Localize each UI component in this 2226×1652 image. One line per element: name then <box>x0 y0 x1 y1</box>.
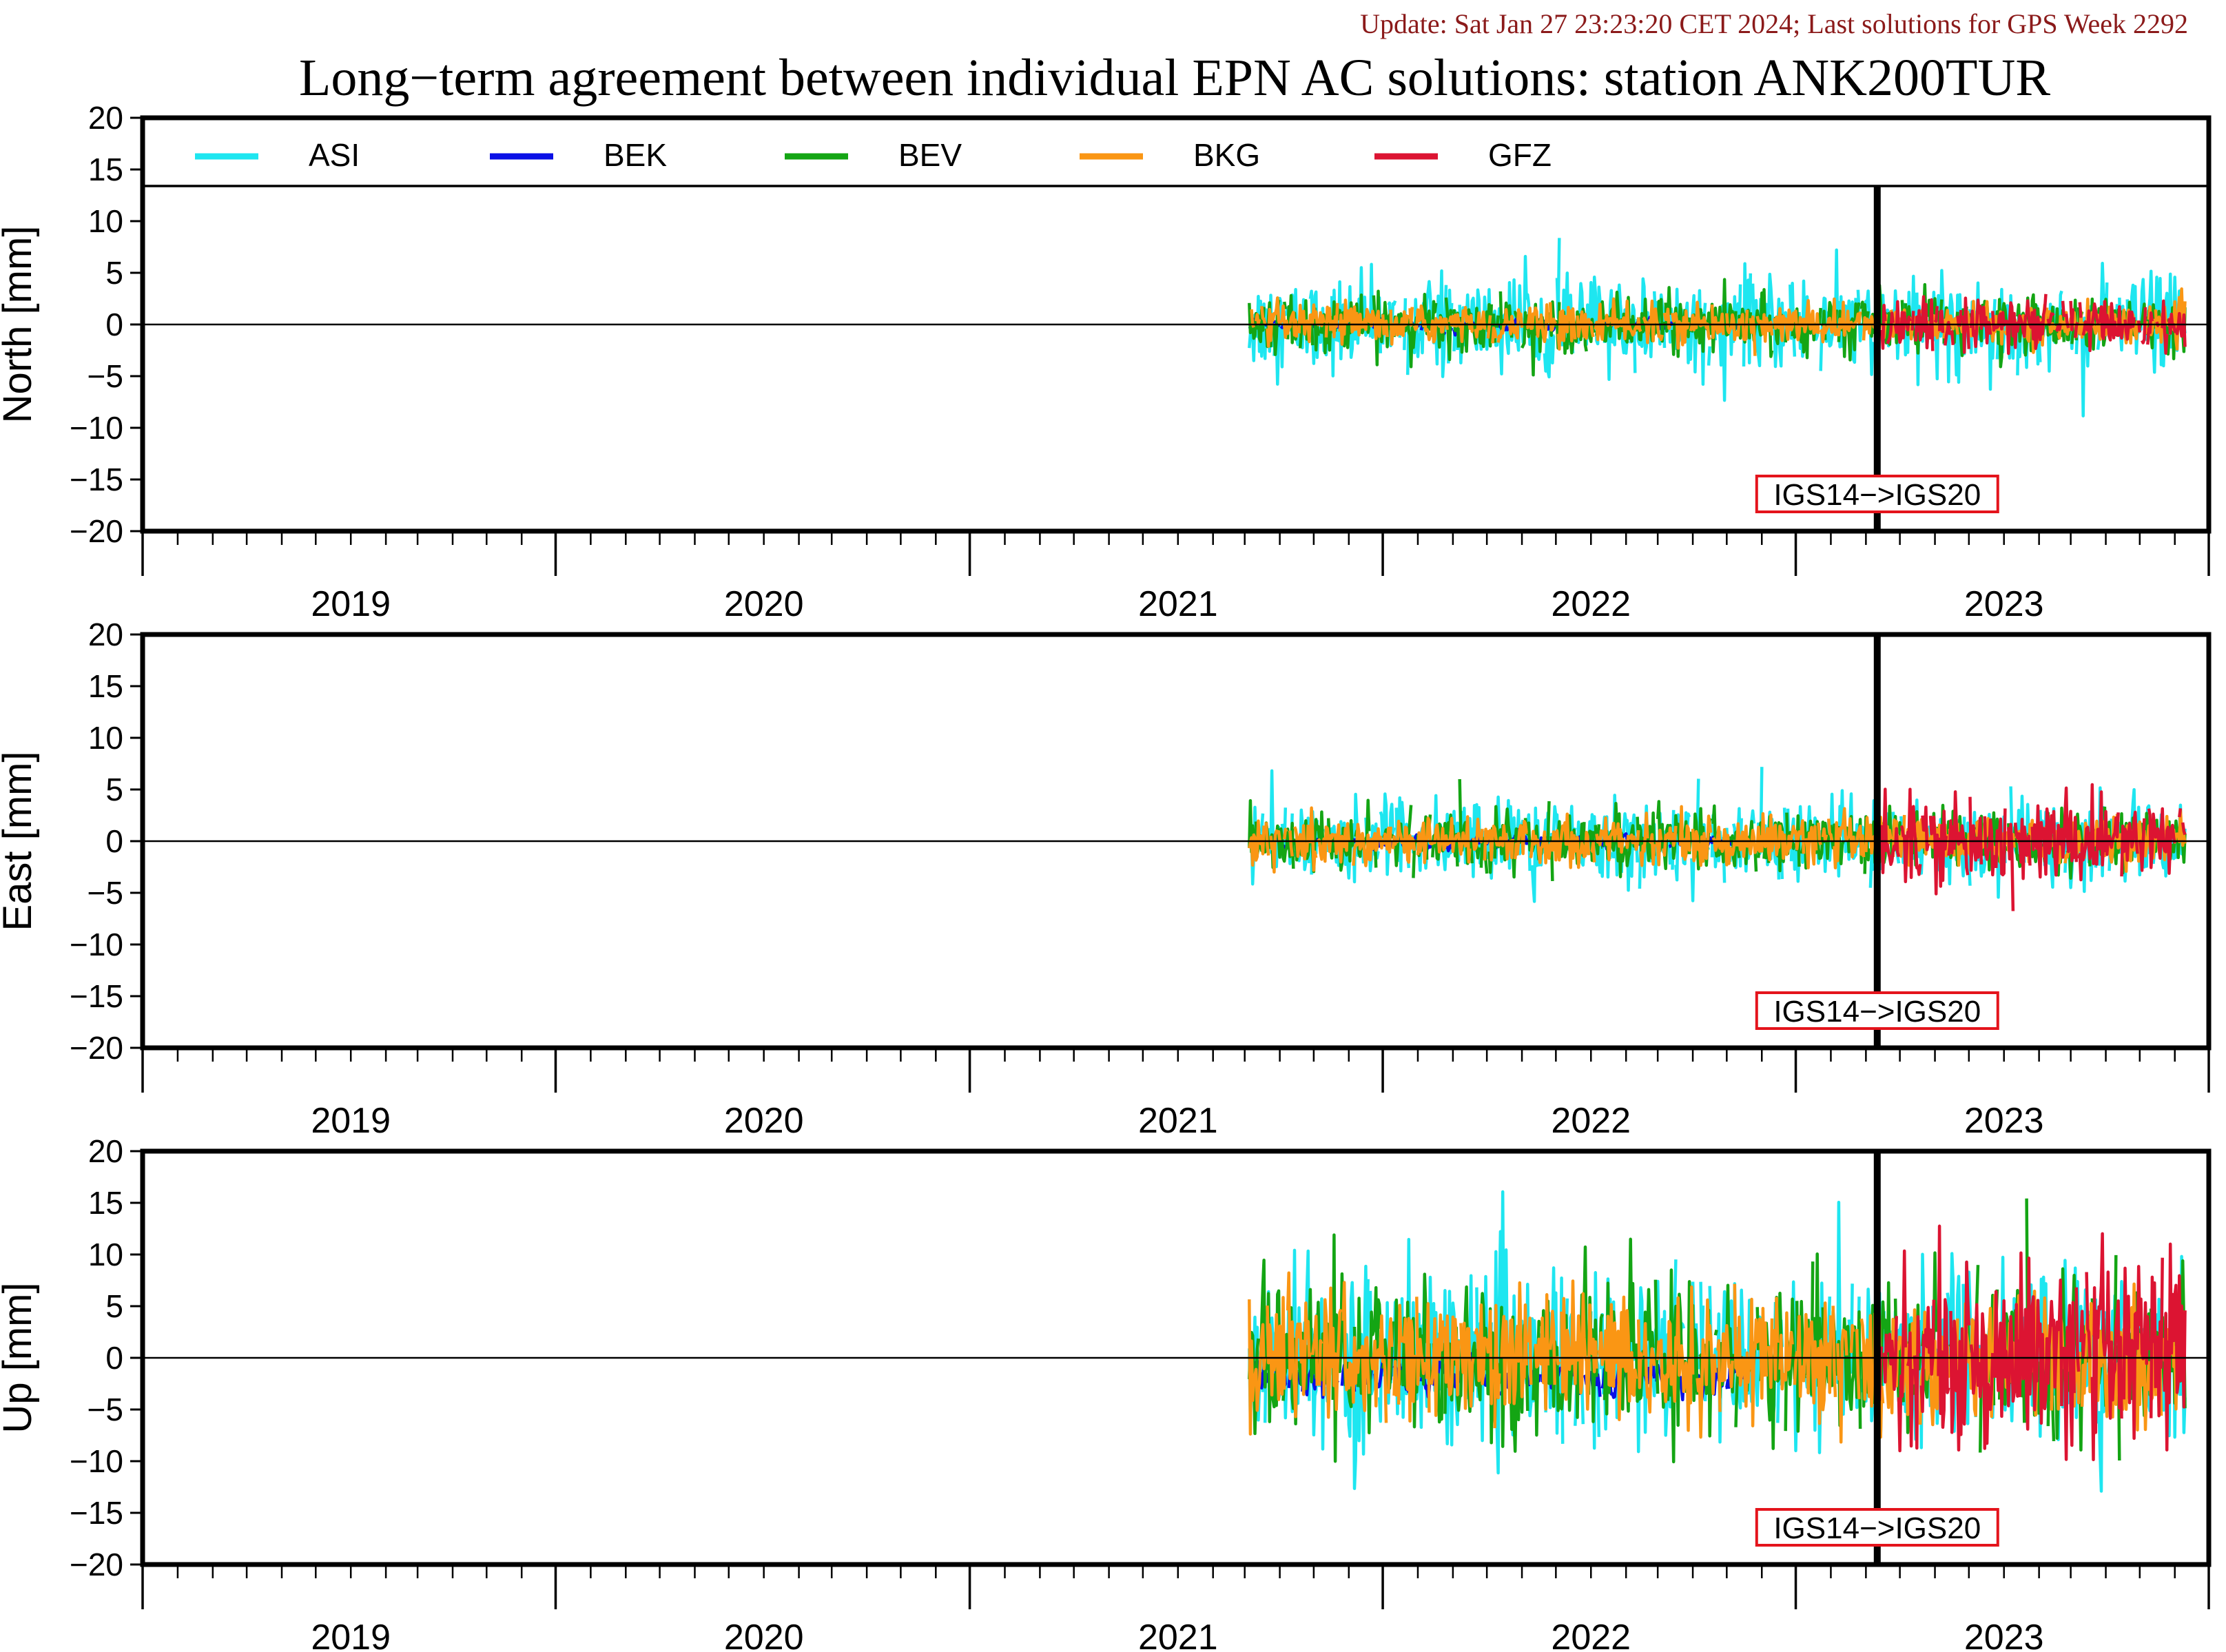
legend-label-gfz: GFZ <box>1488 137 1552 173</box>
y-tick-label: 5 <box>105 1288 123 1324</box>
x-tick-label: 2023 <box>1964 584 2044 624</box>
y-axis-label: Up [mm] <box>0 1282 40 1433</box>
y-tick-label: 15 <box>88 1185 123 1221</box>
update-text: Update: Sat Jan 27 23:23:20 CET 2024; La… <box>1360 8 2188 39</box>
x-tick-label: 2022 <box>1551 1618 1631 1652</box>
x-tick-label: 2022 <box>1551 1101 1631 1141</box>
y-tick-label: 20 <box>88 1133 123 1169</box>
series-line-bkg <box>1248 1266 2187 1444</box>
y-tick-label: −15 <box>70 1495 123 1531</box>
legend-label-bkg: BKG <box>1193 137 1260 173</box>
legend-label-asi: ASI <box>309 137 360 173</box>
x-tick-label: 2019 <box>311 1101 391 1141</box>
x-tick-label: 2020 <box>724 1101 804 1141</box>
x-tick-label: 2021 <box>1138 584 1218 624</box>
legend-label-bek: BEK <box>604 137 667 173</box>
y-tick-label: −20 <box>70 1030 123 1066</box>
panel-east: 20 15 10 5 0 −5 −10 −15 −20 East [mm] 2019 2020 2021… <box>0 617 2212 1141</box>
x-tick-label: 2022 <box>1551 584 1631 624</box>
annotation-text: IGS14−>IGS20 <box>1773 478 1981 512</box>
annotation-box <box>1755 991 1999 1030</box>
y-tick-label: −15 <box>70 462 123 497</box>
annotation-box <box>1755 475 1999 513</box>
y-tick-label: 5 <box>105 255 123 291</box>
x-tick-label: 2020 <box>724 1618 804 1652</box>
annotation-text: IGS14−>IGS20 <box>1773 995 1981 1029</box>
x-tick-label: 2023 <box>1964 1618 2044 1652</box>
series-group <box>1248 1190 2187 1493</box>
series-line-gfz <box>1875 783 2187 911</box>
y-axis-label: East [mm] <box>0 751 40 931</box>
x-tick-label: 2021 <box>1138 1618 1218 1652</box>
y-tick-label: −10 <box>70 1443 123 1479</box>
x-tick-label: 2021 <box>1138 1101 1218 1141</box>
y-tick-label: −15 <box>70 978 123 1014</box>
x-tick-label: 2019 <box>311 584 391 624</box>
y-tick-label: −5 <box>87 875 123 911</box>
y-tick-label: 15 <box>88 152 123 187</box>
y-tick-label: −5 <box>87 1392 123 1427</box>
y-tick-label: −5 <box>87 358 123 394</box>
y-tick-label: 20 <box>88 100 123 136</box>
y-tick-label: 0 <box>105 823 123 859</box>
x-tick-label: 2020 <box>724 584 804 624</box>
legend-box <box>143 118 2209 186</box>
legend-label-bev: BEV <box>898 137 962 173</box>
panel-north: ASI BEK BEV BKG GFZ 20 15 10 5 0 −5 −10 −15 −20 North … <box>0 100 2212 624</box>
series-group <box>1248 238 2187 417</box>
series-group <box>1249 767 2187 911</box>
y-tick-label: 10 <box>88 203 123 239</box>
annotation-text: IGS14−>IGS20 <box>1773 1511 1981 1545</box>
y-tick-label: −10 <box>70 927 123 962</box>
y-tick-label: −20 <box>70 1547 123 1582</box>
panel-up: 20 15 10 5 0 −5 −10 −15 −20 Up [mm] 2019 2020 2021 20… <box>0 1133 2212 1652</box>
y-tick-label: 15 <box>88 668 123 704</box>
x-tick-label: 2023 <box>1964 1101 2044 1141</box>
y-tick-label: 5 <box>105 772 123 807</box>
panels: ASI BEK BEV BKG GFZ 20 15 10 5 0 −5 −10 −15 −20 North … <box>0 100 2212 1652</box>
annotation-box <box>1755 1508 1999 1547</box>
y-tick-label: −10 <box>70 410 123 446</box>
y-tick-label: 20 <box>88 617 123 652</box>
y-tick-label: −20 <box>70 513 123 549</box>
y-axis-label: North [mm] <box>0 226 40 424</box>
y-tick-label: 0 <box>105 307 123 342</box>
chart-title: Long−term agreement between individual E… <box>299 49 2050 107</box>
y-tick-label: 10 <box>88 720 123 756</box>
x-tick-label: 2019 <box>311 1618 391 1652</box>
y-tick-label: 10 <box>88 1237 123 1272</box>
y-tick-label: 0 <box>105 1340 123 1376</box>
